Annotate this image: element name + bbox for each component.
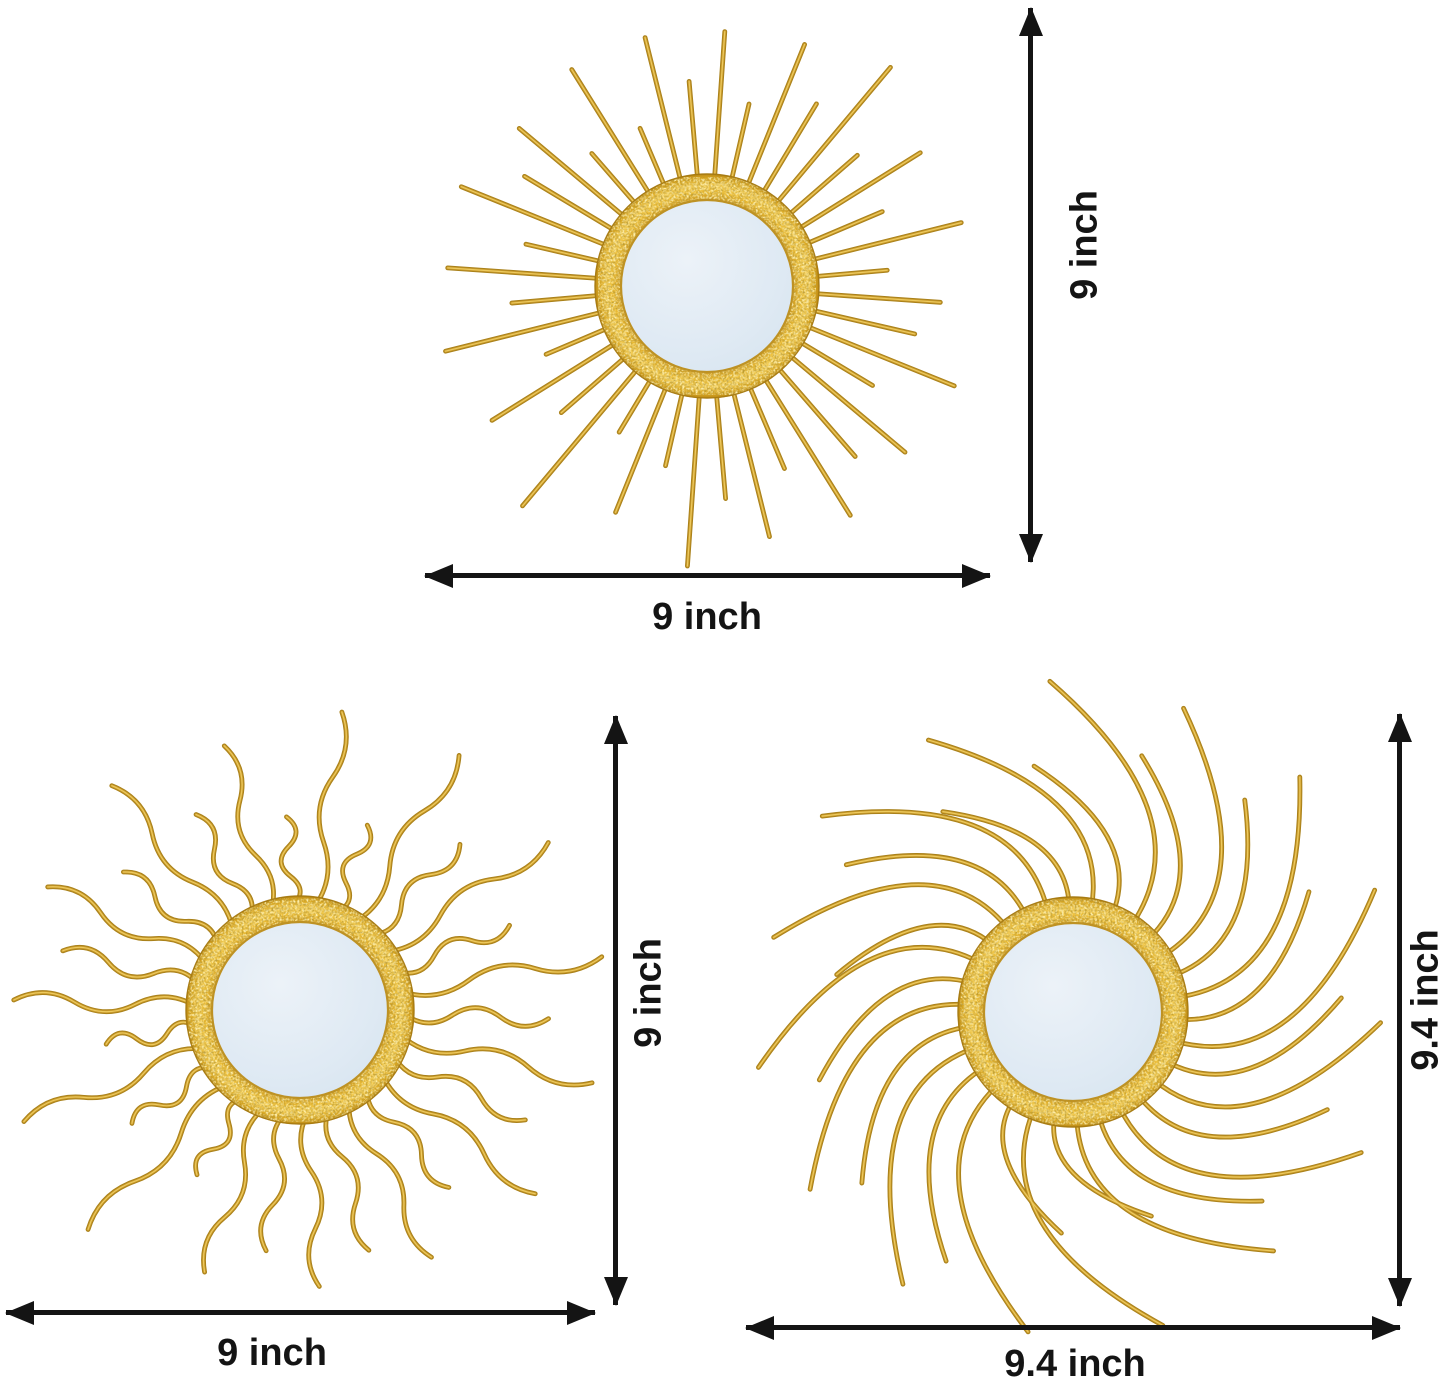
width-dimension-arrow-top-mirror	[425, 573, 990, 578]
width-dimension-label-left-mirror: 9 inch	[217, 1332, 327, 1374]
width-dimension-label-top-mirror: 9 inch	[652, 596, 762, 638]
sunburst-mirror-straight-rays	[443, 29, 964, 569]
sun-mirror-swirl-rays	[756, 678, 1383, 1335]
width-dimension-label-right-mirror: 9.4 inch	[1004, 1343, 1146, 1382]
height-dimension-arrow-right-mirror	[1397, 714, 1402, 1306]
height-dimension-label-right-mirror: 9.4 inch	[1404, 929, 1445, 1071]
sun-mirror-wavy-rays	[11, 709, 605, 1289]
height-dimension-label-top-mirror: 9 inch	[1063, 190, 1106, 300]
height-dimension-label-left-mirror: 9 inch	[627, 938, 670, 1048]
width-dimension-arrow-left-mirror	[6, 1310, 595, 1315]
width-dimension-arrow-right-mirror	[746, 1325, 1400, 1330]
height-dimension-arrow-left-mirror	[613, 716, 618, 1305]
height-dimension-arrow-top-mirror	[1028, 8, 1033, 562]
